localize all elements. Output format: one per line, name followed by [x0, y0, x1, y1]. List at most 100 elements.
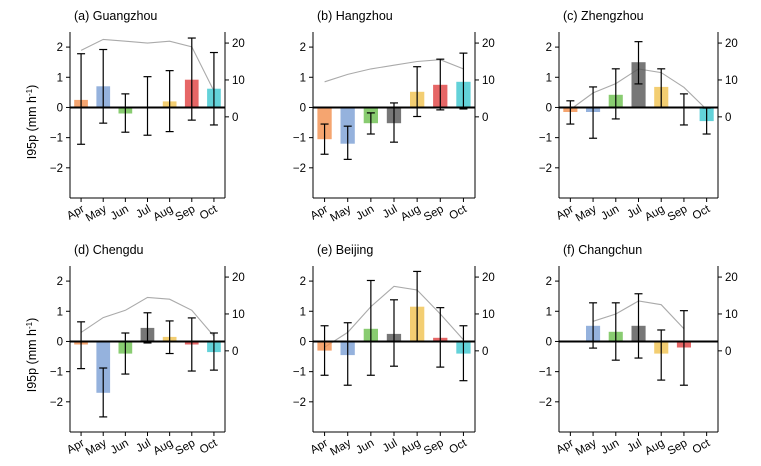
- ytick-label: 0: [300, 102, 306, 114]
- error-bar-may: [343, 125, 352, 160]
- svg-text:I95p (mm h-1): I95p (mm h-1): [25, 318, 40, 393]
- xtick-label-sep: Sep: [174, 203, 198, 224]
- y2tick-label: 20: [232, 38, 245, 50]
- y2tick-label: 0: [482, 112, 488, 124]
- error-bar-aug: [165, 320, 174, 355]
- error-bar-sep: [679, 310, 688, 386]
- y2tick-label: 20: [725, 272, 738, 284]
- xtick-label-aug: Aug: [151, 437, 175, 458]
- xtick-label-jun: Jun: [109, 203, 131, 223]
- xtick-label-may: May: [328, 203, 353, 224]
- xtick-label-may: May: [328, 437, 353, 458]
- ytick-label: −2: [50, 397, 63, 409]
- xtick-label-apr: Apr: [65, 203, 87, 222]
- xtick-label-jun: Jun: [109, 437, 131, 457]
- ylabel-top: I95p (mm h-1): [25, 85, 40, 160]
- svg-text:I95p (mm h-1): I95p (mm h-1): [25, 85, 40, 160]
- error-bar-jun: [121, 332, 130, 375]
- error-bar-jun: [366, 279, 375, 376]
- ytick-label: 2: [546, 276, 552, 288]
- ytick-label: −1: [50, 133, 63, 145]
- xtick-label-sep: Sep: [666, 203, 690, 224]
- panel-title: (a) Guangzhou: [74, 9, 157, 23]
- xtick-label-oct: Oct: [691, 203, 713, 223]
- xtick-label-jun: Jun: [354, 437, 376, 457]
- ytick-label: 1: [300, 306, 306, 318]
- ytick-label: 0: [300, 336, 306, 348]
- xtick-label-oct: Oct: [198, 437, 220, 457]
- error-bar-jul: [143, 312, 152, 344]
- error-bar-sep: [187, 37, 196, 121]
- xtick-label-jul: Jul: [381, 203, 400, 221]
- ytick-label: −2: [293, 163, 306, 175]
- error-bar-jul: [634, 41, 643, 85]
- ytick-label: 1: [546, 72, 552, 84]
- error-bar-jun: [366, 112, 375, 135]
- ylabel-bottom: I95p (mm h-1): [25, 318, 40, 393]
- error-bar-jul: [390, 102, 398, 143]
- xtick-label-jun: Jun: [354, 203, 376, 223]
- xtick-label-jun: Jun: [599, 203, 621, 223]
- error-bar-aug: [413, 270, 422, 343]
- y2tick-label: 0: [725, 346, 731, 358]
- error-bar-apr: [566, 100, 575, 125]
- ytick-label: 2: [300, 276, 306, 288]
- ytick-label: −2: [293, 397, 306, 409]
- error-bar-oct: [459, 52, 468, 110]
- xtick-label-aug: Aug: [399, 203, 423, 224]
- y2tick-label: 0: [482, 346, 488, 358]
- xtick-label-aug: Aug: [151, 203, 175, 224]
- secondary-line: [324, 59, 464, 83]
- y2tick-label: 20: [482, 272, 495, 284]
- y2tick-label: 10: [232, 309, 245, 321]
- y2tick-label: 0: [232, 346, 238, 358]
- panel-title: (d) Chengdu: [74, 243, 144, 257]
- ytick-label: −1: [293, 367, 306, 379]
- error-bar-jul: [390, 299, 398, 367]
- error-bar-sep: [679, 93, 688, 126]
- error-bar-apr: [77, 53, 86, 145]
- xtick-label-apr: Apr: [65, 437, 87, 456]
- ytick-label: −1: [539, 133, 552, 145]
- bar-may: [96, 341, 111, 393]
- xtick-label-apr: Apr: [554, 203, 576, 222]
- ytick-label: 1: [57, 72, 63, 84]
- error-bar-may: [343, 322, 352, 386]
- error-bar-may: [589, 302, 598, 349]
- xtick-label-sep: Sep: [422, 203, 446, 224]
- ytick-label: 2: [546, 42, 552, 54]
- xtick-label-jun: Jun: [599, 437, 621, 457]
- error-bar-oct: [702, 107, 711, 135]
- xtick-label-aug: Aug: [399, 437, 423, 458]
- xtick-label-oct: Oct: [447, 203, 469, 223]
- xtick-label-aug: Aug: [643, 203, 667, 224]
- error-bar-aug: [413, 66, 422, 118]
- error-bar-jul: [143, 76, 152, 136]
- error-bar-sep: [436, 307, 445, 368]
- xtick-label-jul: Jul: [134, 203, 153, 221]
- ytick-label: −1: [50, 367, 63, 379]
- error-bar-may: [99, 367, 108, 418]
- xtick-label-may: May: [84, 437, 109, 458]
- y2tick-label: 0: [232, 112, 238, 124]
- error-bar-oct: [209, 51, 218, 126]
- ytick-label: 0: [57, 102, 63, 114]
- panel-title: (f) Changchun: [563, 243, 642, 257]
- error-bar-oct: [209, 332, 218, 371]
- xtick-label-sep: Sep: [174, 437, 198, 458]
- y2tick-label: 20: [725, 38, 738, 50]
- ytick-label: 1: [300, 72, 306, 84]
- xtick-label-jul: Jul: [625, 203, 644, 221]
- xtick-label-oct: Oct: [198, 203, 220, 223]
- xtick-label-jul: Jul: [134, 437, 153, 455]
- ytick-label: −2: [50, 163, 63, 175]
- panel-title: (b) Hangzhou: [317, 9, 393, 23]
- y2tick-label: 10: [482, 75, 495, 87]
- y2tick-label: 10: [725, 309, 738, 321]
